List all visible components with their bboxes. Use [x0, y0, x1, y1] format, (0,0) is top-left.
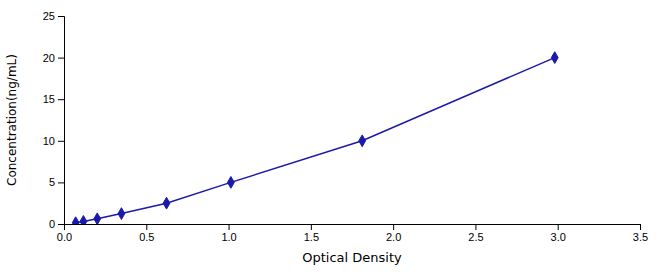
tick-mark — [393, 224, 394, 230]
tick: 0.0 — [57, 224, 72, 243]
axis-line — [58, 17, 65, 225]
tick: 15 — [43, 93, 64, 105]
tick-label: 2.0 — [386, 231, 401, 243]
tick-label: 5 — [49, 176, 55, 188]
tick-mark — [58, 16, 64, 17]
tick-label: 15 — [43, 93, 55, 105]
point — [80, 216, 87, 224]
tick-label: 0 — [49, 218, 55, 230]
x-axis: 0.0 0.5 1.0 1.5 2.0 2.5 3.0 3.5 — [57, 224, 648, 243]
y-axis: 0 5 10 15 20 25 — [43, 10, 65, 230]
point — [118, 208, 125, 220]
tick-mark — [58, 224, 64, 225]
y-axis-title: Concentration(ng/mL) — [5, 54, 19, 186]
point — [163, 197, 170, 209]
tick-mark — [146, 224, 147, 230]
tick-mark — [558, 224, 559, 230]
tick: 10 — [43, 135, 64, 147]
tick-mark — [58, 182, 64, 183]
tick-label: 0.5 — [139, 231, 154, 243]
point — [94, 213, 101, 224]
plot: 0.0 0.5 1.0 1.5 2.0 2.5 3.0 3.5 0 5 10 15 20 25 — [43, 10, 648, 243]
x-axis-title: Optical Density — [302, 250, 402, 265]
tick: 3.0 — [551, 224, 566, 243]
tick-mark — [58, 99, 64, 100]
point — [227, 177, 234, 189]
tick: 0.5 — [139, 224, 154, 243]
point — [359, 135, 366, 147]
tick-label: 1.0 — [221, 231, 236, 243]
tick: 0 — [49, 218, 64, 230]
tick-label: 2.5 — [468, 231, 483, 243]
tick-label: 3.0 — [551, 231, 566, 243]
tick: 25 — [43, 10, 64, 22]
tick-label: 10 — [43, 135, 55, 147]
tick-mark — [311, 224, 312, 230]
point — [551, 52, 558, 64]
tick-label: 1.5 — [304, 231, 319, 243]
tick: 3.5 — [633, 224, 648, 243]
tick-mark — [475, 224, 476, 230]
point — [72, 217, 79, 224]
tick: 2.0 — [386, 224, 401, 243]
tick: 5 — [49, 176, 64, 188]
tick: 2.5 — [468, 224, 483, 243]
line — [76, 58, 555, 223]
tick-mark — [640, 224, 641, 230]
tick-mark — [58, 58, 64, 59]
tick-label: 25 — [43, 10, 55, 22]
chart: 0.0 0.5 1.0 1.5 2.0 2.5 3.0 3.5 0 5 10 15 20 25 Optica… — [0, 0, 664, 272]
axis-line — [65, 225, 641, 231]
tick: 1.0 — [221, 224, 236, 243]
tick: 20 — [43, 52, 64, 64]
marks — [72, 52, 558, 224]
tick-label: 3.5 — [633, 231, 648, 243]
tick-label: 0.0 — [57, 231, 72, 243]
tick: 1.5 — [304, 224, 319, 243]
tick-mark — [58, 141, 64, 142]
tick-mark — [229, 224, 230, 230]
tick-label: 20 — [43, 52, 55, 64]
